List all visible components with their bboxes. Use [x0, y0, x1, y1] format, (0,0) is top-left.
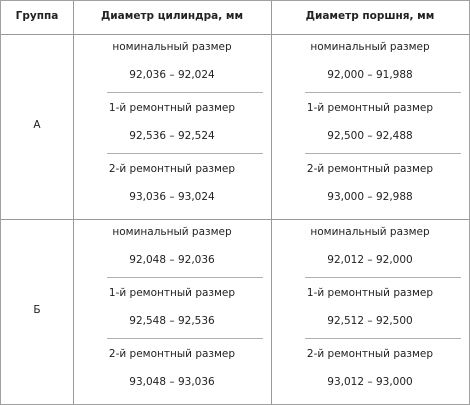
size-name: номинальный размер	[310, 226, 430, 238]
group-rule	[1, 219, 469, 220]
row-separator	[305, 153, 461, 154]
col-rule	[271, 1, 272, 404]
size-range: 92,500 – 92,488	[327, 130, 413, 142]
size-name: 1-й ремонтный размер	[306, 102, 434, 114]
size-range: 92,036 – 92,024	[129, 69, 215, 81]
size-range: 93,048 – 93,036	[129, 376, 215, 388]
size-name: номинальный размер	[310, 41, 430, 53]
size-range: 93,000 – 92,988	[327, 191, 413, 203]
size-range: 93,012 – 93,000	[327, 376, 413, 388]
group-label: Б	[33, 303, 41, 316]
size-range: 93,036 – 93,024	[129, 191, 215, 203]
size-name: 2-й ремонтный размер	[108, 348, 236, 360]
header-rule	[1, 34, 469, 35]
row-separator	[107, 92, 263, 93]
size-range: 92,000 – 91,988	[327, 69, 413, 81]
row-separator	[107, 338, 263, 339]
row-separator	[305, 338, 461, 339]
size-name: 1-й ремонтный размер	[306, 287, 434, 299]
group-label: А	[33, 118, 41, 131]
size-range: 92,012 – 92,000	[327, 254, 413, 266]
size-range: 92,048 – 92,036	[129, 254, 215, 266]
size-name: 2-й ремонтный размер	[306, 348, 434, 360]
size-name: 2-й ремонтный размер	[108, 163, 236, 175]
size-name: 1-й ремонтный размер	[108, 102, 236, 114]
size-name: 1-й ремонтный размер	[108, 287, 236, 299]
row-separator	[305, 277, 461, 278]
size-range: 92,512 – 92,500	[327, 315, 413, 327]
row-separator	[107, 153, 263, 154]
row-separator	[305, 92, 461, 93]
header-cell: Диаметр цилиндра, мм	[100, 10, 244, 22]
size-range: 92,536 – 92,524	[129, 130, 215, 142]
size-name: 2-й ремонтный размер	[306, 163, 434, 175]
header-cell: Группа	[15, 10, 59, 22]
size-name: номинальный размер	[112, 41, 232, 53]
size-name: номинальный размер	[112, 226, 232, 238]
size-range: 92,548 – 92,536	[129, 315, 215, 327]
header-cell: Диаметр поршня, мм	[305, 10, 435, 22]
row-separator	[107, 277, 263, 278]
col-rule	[73, 1, 74, 404]
